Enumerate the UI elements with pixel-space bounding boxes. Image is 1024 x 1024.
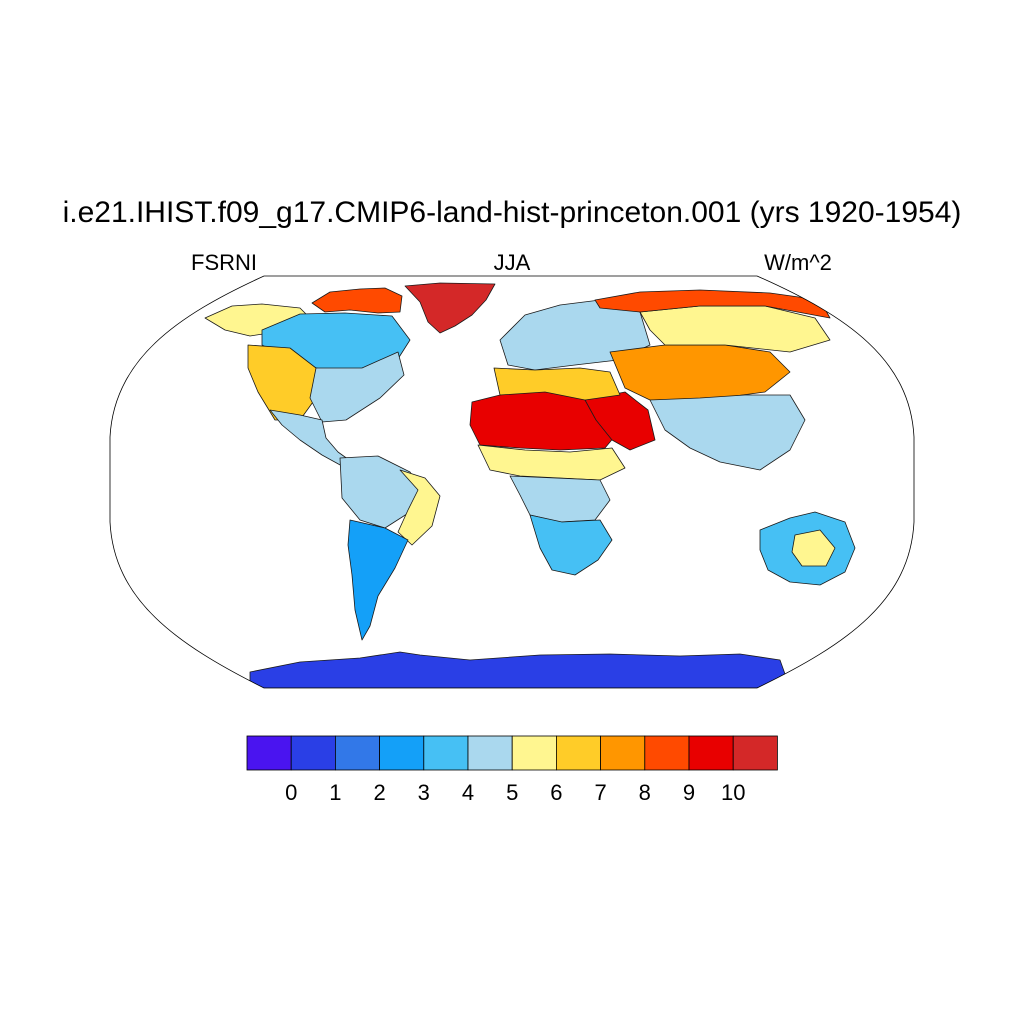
colorbar-ticks: 0 1 2 3 4 5 6 7 8 9 10 bbox=[285, 780, 745, 805]
region-sahel bbox=[477, 444, 626, 481]
units-label: W/m^2 bbox=[764, 250, 832, 275]
colorbar-tick-label: 9 bbox=[683, 780, 695, 805]
colorbar-box-10 bbox=[688, 735, 734, 771]
colorbar-box-9 bbox=[644, 735, 690, 771]
region-southern-south-america bbox=[347, 519, 409, 641]
colorbar-tick-label: 7 bbox=[594, 780, 606, 805]
season-label: JJA bbox=[494, 250, 531, 275]
world-map bbox=[109, 275, 915, 689]
colorbar-box-5 bbox=[467, 735, 513, 771]
colorbar-tick-label: 5 bbox=[506, 780, 518, 805]
colorbar-box-6 bbox=[511, 735, 557, 771]
colorbar-box-2 bbox=[334, 735, 380, 771]
colorbar-tick-label: 0 bbox=[285, 780, 297, 805]
region-brazil-east bbox=[397, 469, 441, 546]
region-india-se-asia bbox=[649, 394, 806, 471]
region-mediterranean bbox=[493, 367, 621, 401]
colorbar-tick-label: 1 bbox=[329, 780, 341, 805]
colorbar-tick-label: 6 bbox=[550, 780, 562, 805]
colorbar-box-0 bbox=[246, 735, 292, 771]
plot-title: i.e21.IHIST.f09_g17.CMIP6-land-hist-prin… bbox=[63, 196, 962, 229]
region-eastern-usa bbox=[309, 351, 405, 423]
colorbar-tick-label: 10 bbox=[721, 780, 745, 805]
colorbar-box-1 bbox=[290, 735, 336, 771]
colorbar-box-7 bbox=[556, 735, 602, 771]
region-arctic-russia-coast bbox=[594, 289, 831, 319]
colorbar-tick-label: 8 bbox=[639, 780, 651, 805]
region-southern-africa bbox=[529, 514, 613, 576]
colorbar-box-8 bbox=[600, 735, 646, 771]
colorbar-tick-label: 4 bbox=[462, 780, 474, 805]
region-arabia bbox=[584, 391, 656, 451]
colorbar-tick-label: 3 bbox=[418, 780, 430, 805]
region-canada-arctic-coast bbox=[311, 287, 403, 314]
colorbar-tick-label: 2 bbox=[373, 780, 385, 805]
region-central-australia bbox=[791, 529, 836, 567]
map-border bbox=[109, 275, 915, 689]
region-greenland bbox=[404, 282, 496, 334]
variable-label: FSRNI bbox=[191, 250, 257, 275]
colorbar bbox=[246, 735, 778, 771]
colorbar-box-4 bbox=[423, 735, 469, 771]
colorbar-box-3 bbox=[379, 735, 425, 771]
colorbar-box-11 bbox=[732, 735, 778, 771]
